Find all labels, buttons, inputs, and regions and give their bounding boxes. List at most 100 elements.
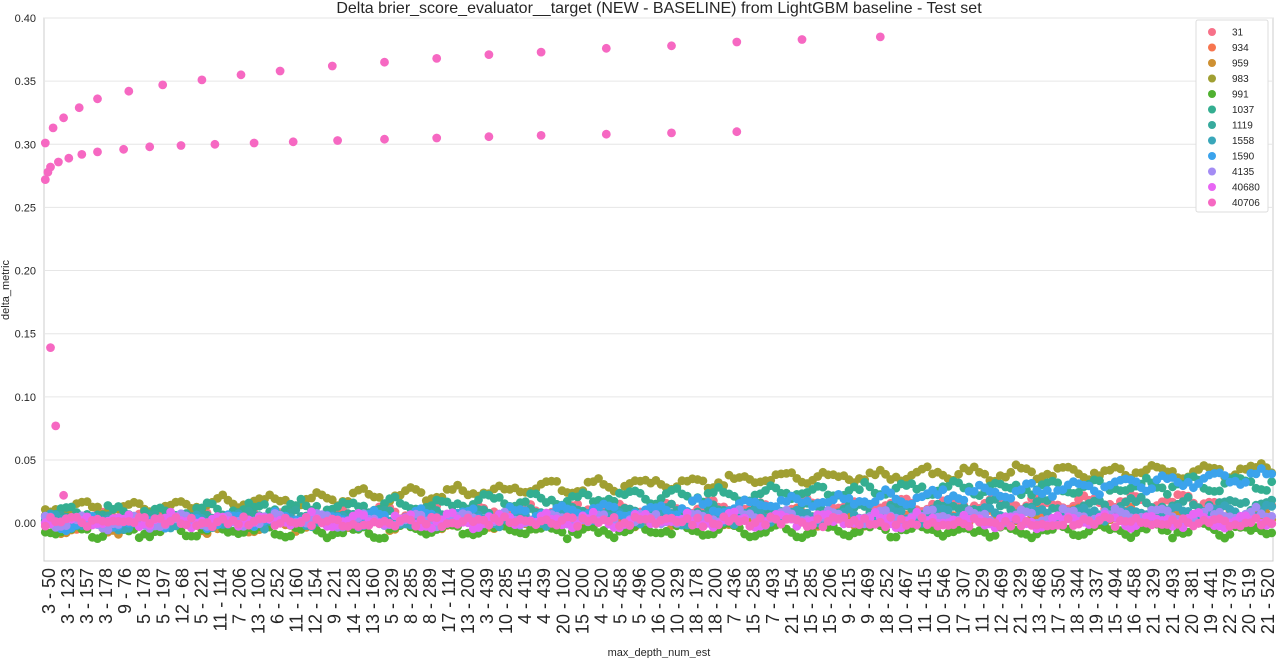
point-series-991 (1225, 529, 1235, 539)
point-series-40706 (406, 515, 415, 525)
point-series-40706 (119, 144, 128, 154)
x-tick-label: 15 - 258 (744, 568, 764, 634)
point-series-40706 (333, 515, 342, 525)
point-series-991 (855, 527, 864, 536)
point-series-4135 (928, 505, 937, 515)
x-tick-label: 5 - 197 (153, 568, 173, 624)
point-series-40706 (234, 519, 243, 529)
x-tick-label: 17 - 350 (1048, 568, 1068, 634)
point-series-40706 (40, 521, 50, 531)
x-tick-label: 5 - 329 (382, 568, 402, 624)
point-series-1037 (390, 492, 400, 502)
point-series-40706 (755, 513, 765, 523)
legend-marker (1208, 183, 1216, 191)
point-series-40706 (301, 513, 311, 522)
point-series-40706 (288, 137, 298, 147)
x-tick-label: 5 - 178 (134, 568, 154, 624)
y-tick-label: 0.35 (15, 76, 36, 88)
point-series-40706 (77, 150, 87, 159)
point-series-1590 (468, 504, 478, 514)
point-series-40706 (761, 520, 770, 530)
point-series-40706 (896, 514, 906, 524)
legend-label: 1119 (1232, 121, 1253, 132)
x-tick-label: 15 - 206 (820, 568, 840, 634)
point-series-40706 (1011, 514, 1021, 524)
point-series-40706 (124, 86, 134, 96)
x-tick-label: 9 - 221 (325, 568, 345, 624)
point-series-4135 (1204, 502, 1214, 512)
point-series-983 (594, 474, 603, 483)
point-series-1590 (969, 487, 979, 496)
point-series-1119 (1183, 492, 1193, 502)
point-series-1590 (1016, 485, 1026, 494)
x-tick-label: 15 - 285 (801, 568, 821, 634)
point-series-40706 (484, 50, 494, 59)
point-series-1590 (938, 485, 948, 495)
point-series-40706 (964, 522, 974, 531)
point-series-40706 (54, 157, 63, 167)
point-series-40706 (484, 132, 494, 142)
x-tick-label: 12 - 68 (172, 568, 192, 624)
x-tick-label: 7 - 493 (763, 568, 783, 624)
point-series-40706 (703, 513, 713, 523)
point-series-983 (1027, 467, 1036, 477)
point-series-40706 (808, 520, 817, 530)
point-series-1037 (1053, 478, 1063, 488)
point-series-40706 (46, 343, 55, 352)
point-series-1037 (1095, 476, 1104, 486)
point-series-1590 (802, 496, 812, 506)
point-series-1590 (875, 491, 885, 501)
x-tick-label: 4 - 415 (515, 568, 535, 624)
point-series-1119 (1136, 492, 1146, 502)
point-series-40706 (46, 162, 55, 172)
point-series-983 (1168, 467, 1177, 476)
point-series-40706 (93, 94, 102, 104)
x-tick-label: 19 - 441 (1201, 568, 1221, 634)
point-series-40706 (265, 513, 275, 523)
point-series-40706 (667, 128, 676, 138)
x-tick-label: 13 - 160 (363, 568, 383, 634)
point-series-1037 (1215, 486, 1224, 496)
point-series-40706 (64, 153, 74, 163)
y-tick-label: 0.15 (15, 329, 36, 341)
point-series-40706 (82, 522, 92, 531)
x-tick-label: 11 - 160 (287, 568, 307, 633)
legend-label: 1037 (1232, 105, 1255, 116)
x-tick-label: 5 - 458 (610, 568, 630, 624)
point-series-1590 (959, 495, 969, 505)
point-series-1037 (1157, 483, 1167, 493)
x-tick-label: 19 - 337 (1087, 568, 1107, 634)
x-tick-label: 15 - 200 (572, 568, 592, 634)
point-series-983 (374, 493, 384, 502)
point-series-40706 (140, 513, 149, 522)
point-series-1558 (896, 507, 906, 516)
legend-label: 991 (1232, 90, 1249, 101)
point-series-991 (557, 527, 567, 537)
x-tick-label: 11 - 529 (972, 568, 992, 633)
point-series-40706 (732, 37, 742, 47)
point-series-40706 (158, 80, 168, 90)
point-series-40706 (500, 512, 509, 522)
point-series-983 (922, 462, 932, 472)
point-series-1119 (291, 505, 301, 515)
x-tick-label: 13 - 102 (249, 568, 269, 634)
point-series-1037 (1262, 486, 1271, 495)
x-tick-label: 4 - 439 (534, 568, 554, 624)
legend-box (1195, 19, 1269, 213)
x-tick-label: 18 - 344 (1068, 568, 1088, 634)
x-tick-label: 10 - 285 (496, 568, 516, 634)
legend-marker (1208, 121, 1216, 129)
legend-marker (1208, 152, 1216, 160)
x-tick-label: 11 - 114 (210, 568, 230, 631)
point-series-40706 (732, 127, 742, 137)
y-tick-label: 0.25 (15, 202, 36, 214)
point-series-40706 (1110, 522, 1120, 531)
x-tick-label: 21 - 154 (782, 568, 802, 634)
legend-label: 4135 (1232, 167, 1255, 178)
point-series-40706 (1267, 519, 1277, 528)
point-series-1119 (1100, 500, 1110, 510)
x-tick-label: 14 - 128 (344, 568, 364, 634)
point-series-1037 (474, 495, 483, 505)
data-points (40, 32, 1277, 544)
point-series-983 (93, 502, 102, 512)
